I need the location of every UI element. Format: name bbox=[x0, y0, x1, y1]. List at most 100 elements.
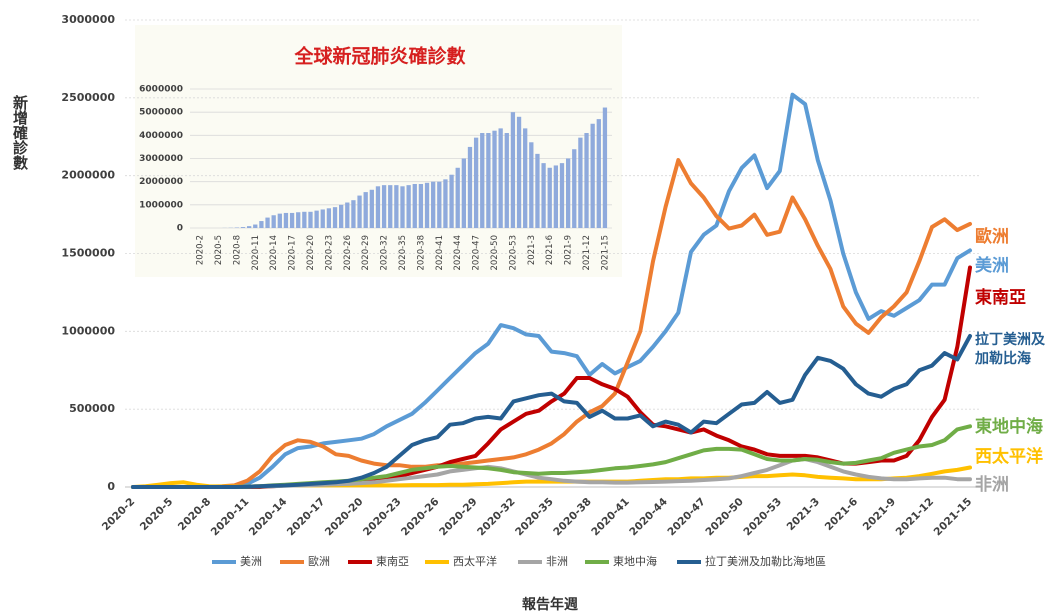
inset-title: 全球新冠肺炎確診數 bbox=[293, 45, 465, 68]
end-label: 歐洲 bbox=[975, 226, 1009, 247]
x-tick-label: 2021-15 bbox=[932, 496, 975, 539]
bar bbox=[345, 202, 350, 228]
x-tick-label: 2020-20 bbox=[323, 496, 366, 539]
bar bbox=[504, 133, 509, 228]
x-tick-label: 2020-17 bbox=[285, 496, 328, 539]
legend-label: 歐洲 bbox=[308, 554, 330, 568]
y-axis-title: 新增確診數 bbox=[11, 94, 29, 171]
y-tick-label: 1500000 bbox=[61, 247, 115, 260]
x-tick-label: 2020-20 bbox=[306, 235, 316, 271]
x-tick-label: 2020-32 bbox=[380, 235, 390, 271]
legend-label: 東南亞 bbox=[376, 555, 409, 568]
bar bbox=[351, 200, 356, 228]
bar bbox=[332, 207, 338, 228]
bar bbox=[516, 116, 522, 228]
bar bbox=[565, 158, 571, 228]
bar bbox=[431, 181, 436, 228]
bar bbox=[265, 217, 270, 228]
x-tick-label: 2020-8 bbox=[176, 496, 213, 533]
legend-label: 拉丁美洲及加勒比海地區 bbox=[705, 554, 826, 568]
bar bbox=[480, 133, 485, 228]
x-tick-label: 2020-26 bbox=[399, 496, 442, 539]
bar bbox=[259, 221, 264, 228]
x-tick-label: 2020-23 bbox=[361, 496, 404, 539]
y-tick-label: 1000000 bbox=[139, 200, 183, 210]
series-line bbox=[131, 158, 972, 489]
bar bbox=[363, 192, 368, 228]
x-tick-label: 2020-50 bbox=[490, 235, 500, 271]
bar bbox=[455, 167, 460, 228]
bar bbox=[486, 133, 491, 228]
bar bbox=[510, 112, 516, 228]
x-tick-label: 2020-41 bbox=[589, 496, 632, 539]
bar bbox=[314, 210, 319, 228]
bar bbox=[492, 130, 497, 228]
legend-label: 非洲 bbox=[546, 555, 568, 568]
x-tick-label: 2020-35 bbox=[513, 496, 556, 539]
y-tick-label: 2000000 bbox=[139, 177, 183, 187]
bar bbox=[302, 211, 307, 228]
x-tick-label: 2020-35 bbox=[398, 235, 408, 271]
x-tick-label: 2021-9 bbox=[564, 235, 574, 265]
bar bbox=[461, 158, 466, 228]
bar bbox=[412, 183, 417, 228]
end-label: 非洲 bbox=[975, 474, 1009, 495]
bar bbox=[320, 209, 325, 228]
x-tick-label: 2020-50 bbox=[703, 496, 746, 539]
x-tick-label: 2020-2 bbox=[100, 496, 137, 533]
bar bbox=[283, 212, 289, 228]
x-tick-label: 2020-53 bbox=[508, 235, 518, 271]
bar bbox=[400, 186, 405, 228]
bar bbox=[559, 163, 565, 228]
y-tick-label: 3000000 bbox=[61, 13, 115, 26]
y-tick-label: 4000000 bbox=[139, 131, 183, 141]
bar bbox=[277, 213, 282, 228]
bar bbox=[467, 146, 473, 228]
x-tick-label: 2021-3 bbox=[527, 235, 537, 265]
end-label: 東南亞 bbox=[975, 287, 1026, 308]
y-tick-label: 1000000 bbox=[61, 324, 115, 337]
x-tick-label: 2020-17 bbox=[288, 235, 298, 271]
x-tick-label: 2020-5 bbox=[138, 496, 175, 533]
x-tick-label: 2020-38 bbox=[416, 235, 426, 271]
x-tick-label: 2020-29 bbox=[361, 235, 371, 271]
y-tick-label: 2500000 bbox=[61, 91, 115, 104]
inset-background bbox=[135, 25, 622, 277]
bar bbox=[253, 224, 258, 228]
x-tick-label: 2020-38 bbox=[551, 496, 594, 539]
bar bbox=[541, 163, 546, 228]
x-tick-label: 2021-9 bbox=[861, 496, 898, 533]
bar bbox=[418, 183, 424, 228]
x-tick-label: 2020-44 bbox=[627, 496, 670, 539]
x-tick-label: 2021-6 bbox=[545, 235, 555, 265]
end-label: 拉丁美洲及 bbox=[975, 331, 1046, 348]
x-tick-label: 2020-11 bbox=[251, 235, 261, 271]
bar bbox=[308, 211, 313, 228]
bar bbox=[596, 119, 601, 228]
y-tick-label: 0 bbox=[107, 480, 115, 493]
y-tick-label: 0 bbox=[177, 224, 183, 234]
bar bbox=[240, 227, 246, 228]
x-tick-label: 2020-8 bbox=[232, 235, 242, 265]
bar bbox=[326, 208, 332, 228]
x-tick-label: 2020-14 bbox=[269, 235, 279, 271]
x-tick-label: 2021-15 bbox=[600, 235, 610, 271]
x-tick-label: 2020-2 bbox=[196, 235, 206, 265]
end-label: 西太平洋 bbox=[975, 446, 1043, 467]
bar bbox=[289, 212, 295, 228]
x-tick-label: 2020-47 bbox=[665, 496, 708, 539]
series-line bbox=[131, 334, 972, 489]
x-axis-title: 報告年週 bbox=[522, 596, 578, 613]
y-tick-label: 3000000 bbox=[139, 154, 183, 164]
bar bbox=[584, 133, 589, 228]
x-tick-label: 2020-14 bbox=[247, 496, 290, 539]
bar bbox=[437, 181, 442, 228]
y-tick-label: 2000000 bbox=[61, 169, 115, 182]
y-tick-label: 6000000 bbox=[139, 85, 183, 95]
series-line bbox=[131, 265, 972, 489]
end-label: 東地中海 bbox=[975, 416, 1043, 437]
bar bbox=[529, 142, 534, 228]
bar bbox=[357, 195, 362, 228]
